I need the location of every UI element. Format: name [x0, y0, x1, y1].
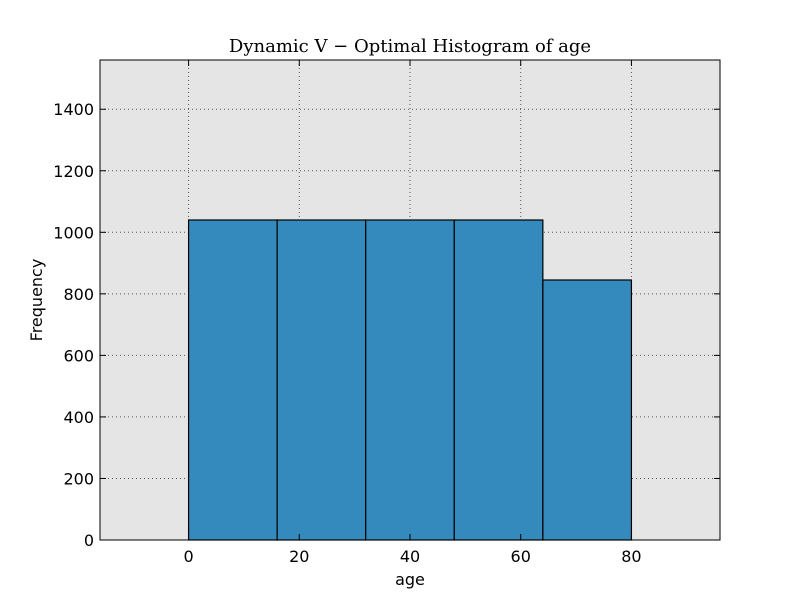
histogram-bar	[453, 219, 544, 541]
x-tick-label: 20	[289, 547, 309, 566]
y-tick-label: 1200	[53, 162, 94, 181]
x-axis: 0 20 40 60 80	[183, 60, 642, 566]
y-tick-label: 0	[84, 531, 94, 550]
y-axis: 0 200 400 600 800 1000 1200 1400	[53, 100, 720, 550]
y-tick-label: 400	[63, 408, 94, 427]
histogram-bar	[187, 219, 278, 541]
x-tick-label: 60	[511, 547, 531, 566]
y-tick-label: 800	[63, 285, 94, 304]
histogram-bar	[365, 219, 455, 541]
chart-title: Dynamic V − Optimal Histogram of age	[229, 36, 591, 57]
y-tick-label: 600	[63, 346, 94, 365]
x-tick-label: 80	[621, 547, 641, 566]
histogram-bar	[276, 219, 367, 541]
x-axis-label: age	[395, 570, 425, 589]
y-tick-label: 200	[63, 469, 94, 488]
y-tick-label: 1400	[53, 100, 94, 119]
histogram-bar	[542, 279, 633, 541]
x-tick-label: 0	[183, 547, 193, 566]
y-axis-label: Frequency	[27, 259, 46, 342]
bars	[187, 219, 633, 541]
y-tick-label: 1000	[53, 223, 94, 242]
x-tick-label: 40	[400, 547, 420, 566]
